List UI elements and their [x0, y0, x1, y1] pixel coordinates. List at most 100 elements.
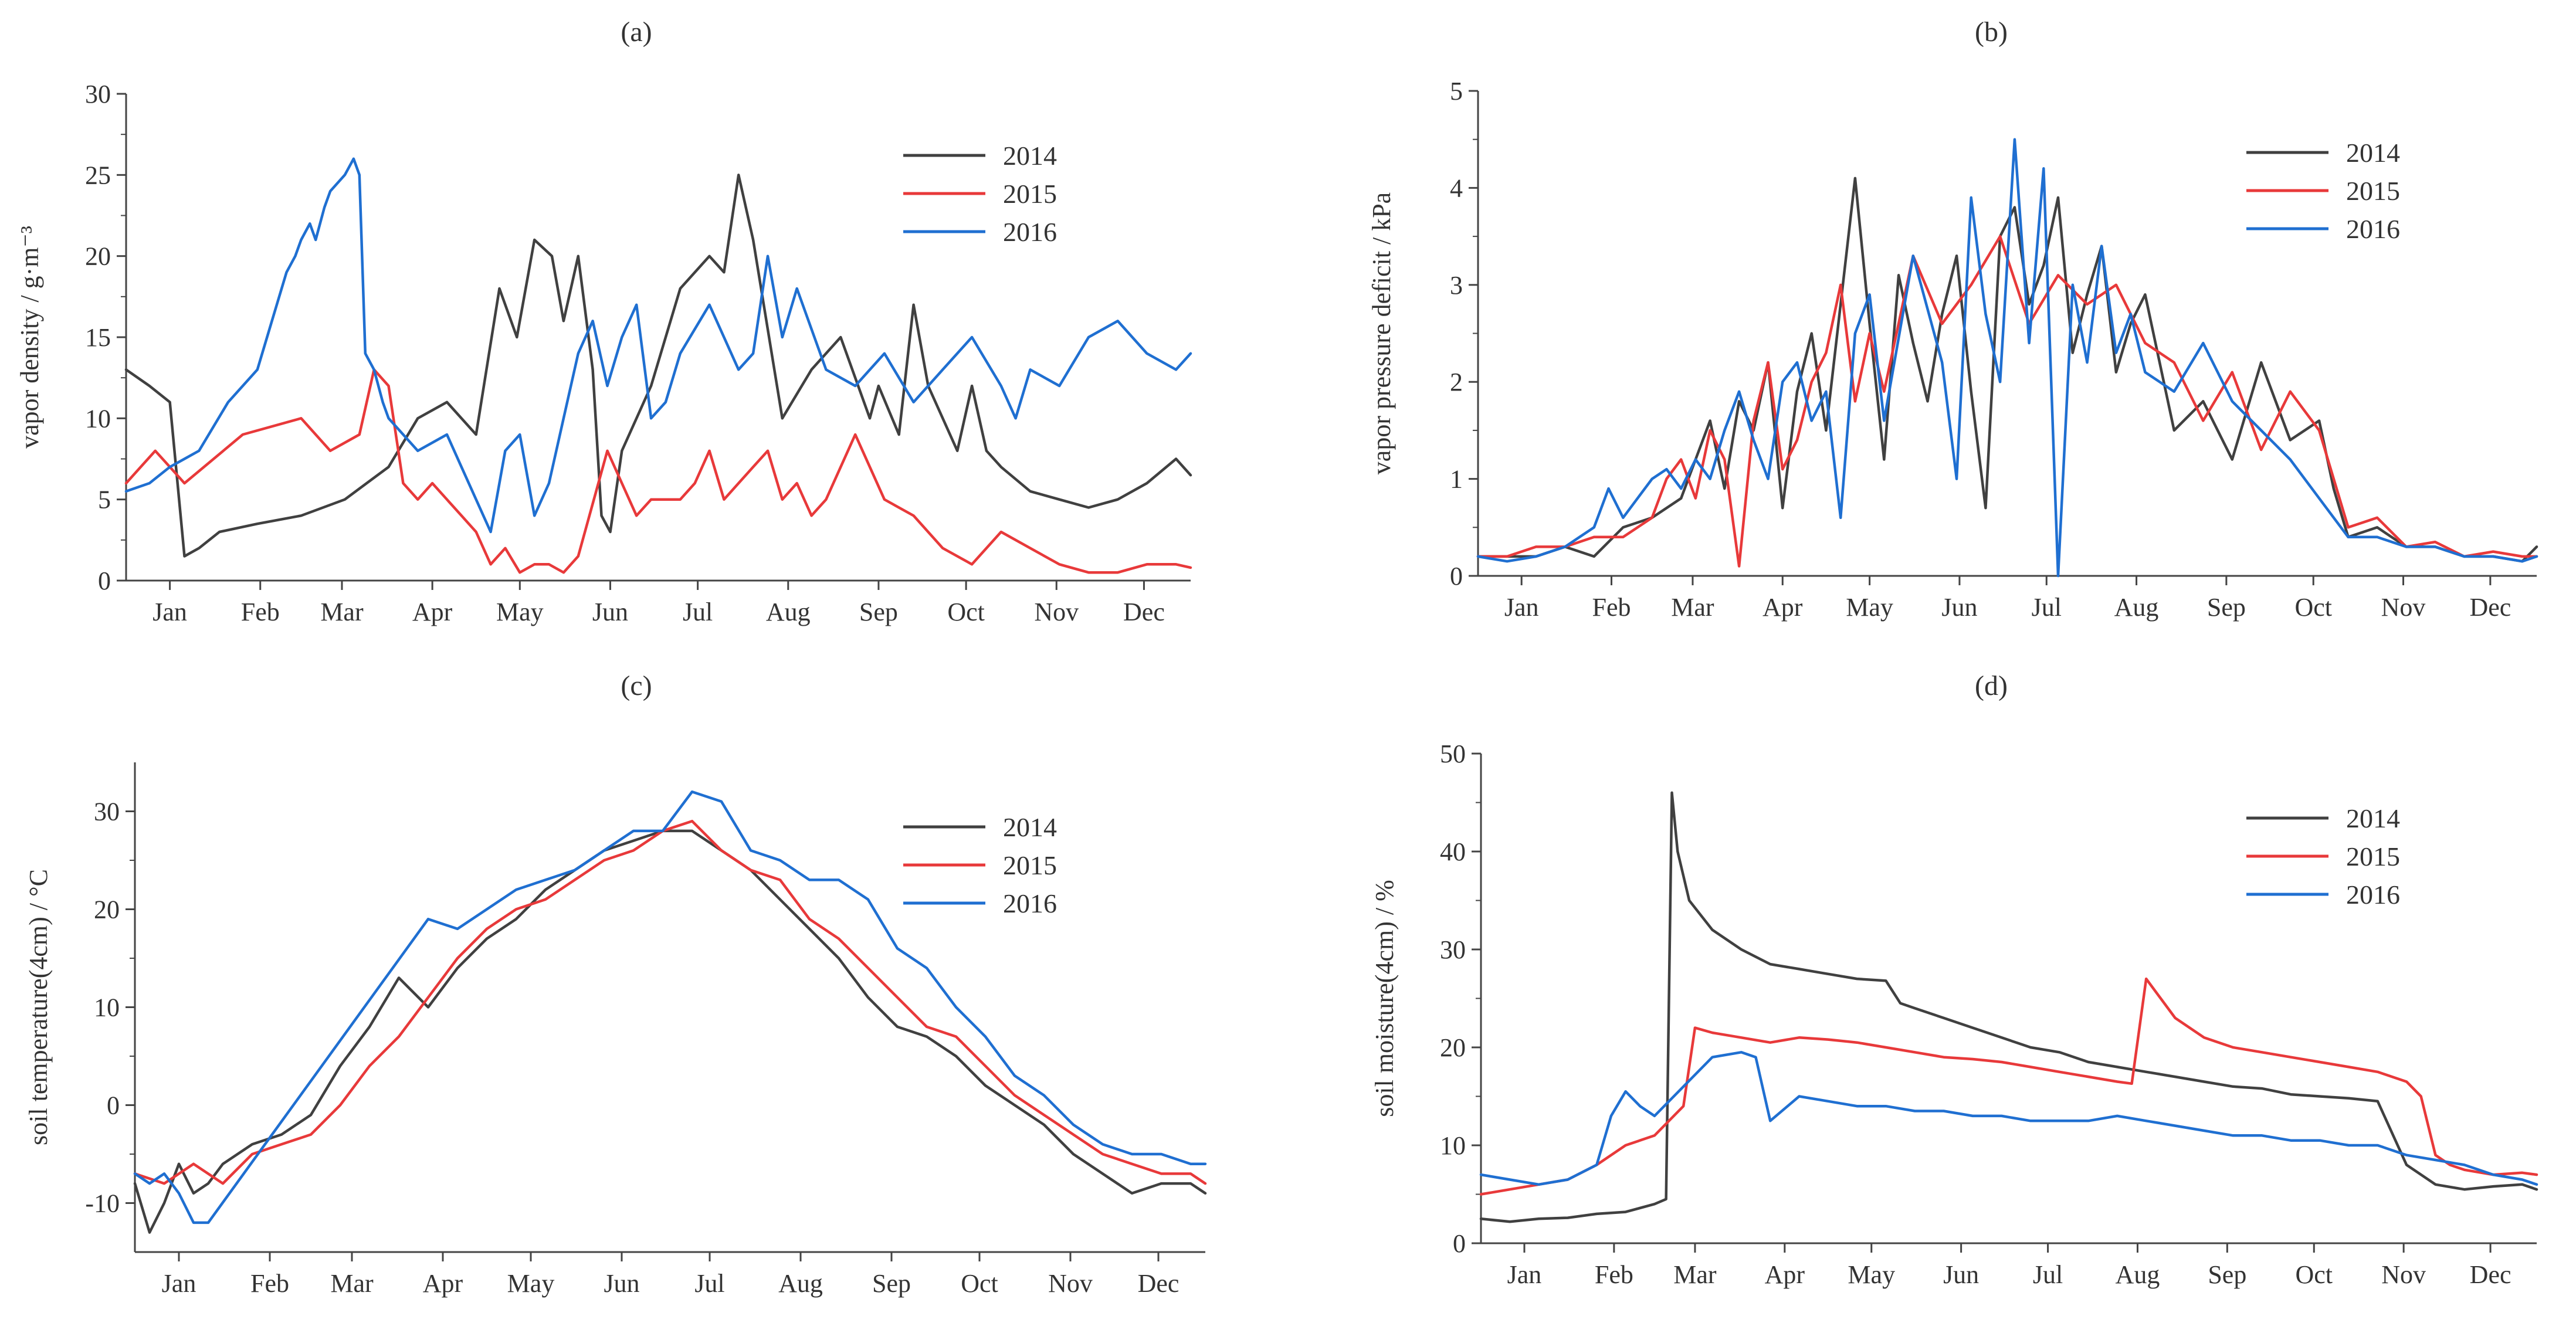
y-tick-label: 4 [1450, 174, 1463, 202]
x-tick-label: Nov [1034, 598, 1079, 626]
series-line-2015 [1476, 235, 2538, 568]
y-tick-label: 15 [85, 323, 111, 352]
legend-label-2016: 2016 [1003, 888, 1057, 918]
x-tick-label: Feb [250, 1269, 289, 1298]
legend-label-2014: 2014 [1003, 812, 1057, 842]
series-line-2014 [124, 174, 1192, 558]
x-tick-label: Nov [2381, 1260, 2426, 1289]
legend-label-2014: 2014 [1003, 141, 1057, 171]
y-tick-label: 30 [94, 798, 120, 826]
y-tick-label: 25 [85, 161, 111, 189]
x-tick-label: May [1846, 593, 1893, 622]
x-tick-label: Aug [2114, 593, 2159, 622]
x-tick-label: Feb [1592, 593, 1631, 622]
panel-d-soil-moisture: (d) 0 10 20 30 40 50 soil moisture(4cm) / % Jan F… [1370, 670, 2538, 1289]
y-tick-label: 0 [98, 566, 111, 595]
y-axis-label: vapor density / g·m⁻³ [15, 226, 44, 449]
x-tick-label: Nov [2381, 593, 2426, 622]
x-tick-label: Nov [1048, 1269, 1093, 1298]
series-line-2016 [1479, 1051, 2538, 1186]
series-line-2015 [124, 368, 1192, 574]
x-tick-label: Apr [423, 1269, 463, 1298]
y-tick-label: 2 [1450, 368, 1463, 396]
x-tick-label: May [507, 1269, 555, 1298]
x-tick-label: Mar [1673, 1260, 1717, 1289]
series-line-2016 [124, 157, 1192, 534]
legend-label-2015: 2015 [1003, 179, 1057, 209]
x-tick-label: Mar [320, 598, 364, 626]
y-tick-label: -10 [85, 1189, 120, 1218]
series-line-2015 [1479, 977, 2538, 1196]
y-tick-label: 5 [98, 486, 111, 514]
x-tick-label: Feb [1595, 1260, 1633, 1289]
panel-title: (b) [1975, 16, 2008, 48]
x-tick-label: Oct [947, 598, 985, 626]
legend-label-2015: 2015 [2346, 842, 2400, 871]
y-tick-label: 20 [85, 242, 111, 271]
legend-label-2016: 2016 [2346, 214, 2400, 244]
x-tick-label: Dec [1123, 598, 1165, 626]
x-tick-label: Jun [1941, 593, 1977, 622]
x-tick-label: Jan [152, 598, 187, 626]
panel-a-vapor-density: (a) 0 5 10 15 20 25 30 vapor density / g·m⁻³ Jan F… [15, 16, 1192, 626]
x-tick-label: Apr [412, 598, 453, 626]
x-tick-label: Dec [2470, 1260, 2511, 1289]
x-tick-label: Sep [859, 598, 898, 626]
y-tick-label: 30 [1440, 935, 1466, 964]
series-line-2014 [1479, 791, 2538, 1223]
x-tick-label: Apr [1765, 1260, 1805, 1289]
x-tick-label: Jan [162, 1269, 196, 1298]
x-tick-label: Mar [1671, 593, 1714, 622]
y-tick-label: 20 [1440, 1033, 1466, 1062]
panel-title: (d) [1975, 670, 2008, 701]
series-line-2016 [1476, 138, 2538, 578]
legend-label-2015: 2015 [1003, 850, 1057, 880]
y-tick-label: 40 [1440, 837, 1466, 866]
x-tick-label: Dec [2469, 593, 2511, 622]
x-tick-label: Aug [766, 598, 811, 626]
legend-label-2014: 2014 [2346, 803, 2400, 833]
legend-label-2016: 2016 [2346, 880, 2400, 910]
series-line-2014 [1476, 177, 2538, 563]
y-tick-label: 10 [1440, 1131, 1466, 1160]
x-tick-label: Jul [694, 1269, 724, 1298]
y-tick-label: 20 [94, 895, 120, 924]
y-axis-label: soil moisture(4cm) / % [1370, 880, 1399, 1117]
y-tick-label: 10 [94, 993, 120, 1022]
panel-title: (c) [621, 670, 652, 701]
x-tick-label: May [496, 598, 544, 626]
y-tick-label: 0 [1453, 1229, 1466, 1258]
x-tick-label: Mar [330, 1269, 374, 1298]
x-tick-label: Apr [1762, 593, 1803, 622]
x-tick-label: Oct [961, 1269, 998, 1298]
y-tick-label: 0 [1450, 562, 1463, 591]
legend-label-2015: 2015 [2346, 176, 2400, 206]
series-line-2016 [133, 790, 1207, 1224]
panel-b-vapor-pressure-deficit: (b) 0 1 2 3 4 5 vapor pressure deficit / kPa Jan… [1367, 16, 2538, 622]
x-tick-label: Jun [592, 598, 628, 626]
x-tick-label: Jan [1504, 593, 1539, 622]
panel-c-soil-temperature: (c) -10 0 10 20 30 soil temperature(4cm) / °C J… [24, 670, 1207, 1298]
legend-label-2016: 2016 [1003, 217, 1057, 247]
series-line-2015 [133, 819, 1207, 1185]
series-line-2014 [133, 829, 1207, 1234]
x-tick-label: Jul [2033, 1260, 2063, 1289]
y-tick-label: 1 [1450, 465, 1463, 494]
y-tick-label: 0 [107, 1091, 120, 1120]
y-tick-label: 3 [1450, 271, 1463, 300]
y-tick-label: 50 [1440, 739, 1466, 768]
x-tick-label: Oct [2296, 1260, 2333, 1289]
y-tick-label: 5 [1450, 77, 1463, 106]
x-tick-label: Feb [241, 598, 280, 626]
x-tick-label: May [1848, 1260, 1895, 1289]
x-tick-label: Jun [1943, 1260, 1979, 1289]
legend-label-2014: 2014 [2346, 138, 2400, 168]
x-tick-label: Dec [1138, 1269, 1179, 1298]
y-axis-label: vapor pressure deficit / kPa [1367, 192, 1396, 474]
y-axis-label: soil temperature(4cm) / °C [24, 869, 53, 1145]
x-tick-label: Sep [872, 1269, 911, 1298]
x-tick-label: Sep [2208, 1260, 2246, 1289]
x-tick-label: Sep [2207, 593, 2246, 622]
x-tick-label: Jan [1507, 1260, 1542, 1289]
